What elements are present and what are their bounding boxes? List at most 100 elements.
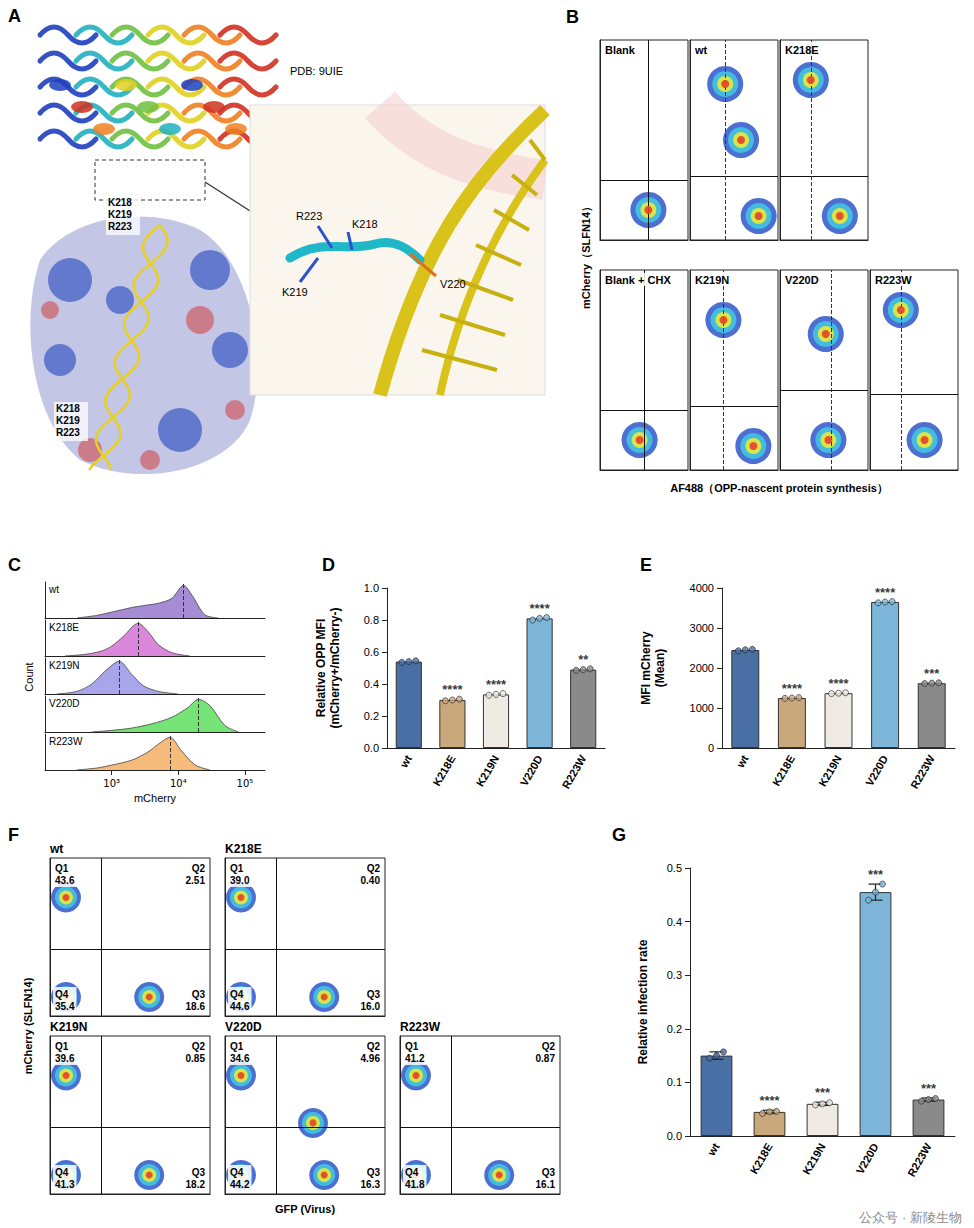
svg-text:34.6: 34.6 [230,1053,250,1064]
svg-text:V220D: V220D [854,1141,881,1176]
svg-text:****: **** [486,677,507,692]
svg-text:0.6: 0.6 [364,646,379,658]
svg-text:K218E: K218E [748,1141,775,1176]
svg-text:Q4: Q4 [230,989,244,1000]
svg-text:R223: R223 [296,210,322,222]
svg-text:41.8: 41.8 [405,1179,425,1190]
svg-text:4000: 4000 [690,582,714,594]
svg-text:wt: wt [734,753,751,771]
svg-text:V220: V220 [440,278,466,290]
svg-text:K218E: K218E [770,753,797,788]
svg-text:0.0: 0.0 [667,1130,682,1142]
svg-text:Q2: Q2 [192,863,206,874]
svg-text:Q2: Q2 [367,863,381,874]
svg-text:F: F [8,825,19,845]
svg-text:2000: 2000 [690,662,714,674]
svg-text:Q3: Q3 [367,989,381,1000]
svg-text:Q2: Q2 [192,1041,206,1052]
svg-text:0.2: 0.2 [667,1023,682,1035]
svg-text:***: *** [921,1081,937,1096]
svg-text:16.0: 16.0 [361,1001,381,1012]
svg-text:**: ** [578,652,589,667]
svg-text:0.1: 0.1 [667,1076,682,1088]
svg-text:****: **** [782,681,803,696]
svg-text:R223W: R223W [905,1140,934,1178]
svg-text:R223: R223 [108,221,132,232]
svg-text:R223W: R223W [560,752,589,790]
svg-text:2.51: 2.51 [186,875,206,886]
svg-text:16.1: 16.1 [536,1179,556,1190]
svg-text:Q3: Q3 [367,1167,381,1178]
svg-text:Q3: Q3 [542,1167,556,1178]
svg-text:K218: K218 [56,403,80,414]
svg-text:Q1: Q1 [230,863,244,874]
svg-text:***: *** [868,867,884,882]
svg-text:Q1: Q1 [405,1041,419,1052]
svg-text:Q4: Q4 [405,1167,419,1178]
svg-text:Q4: Q4 [55,1167,69,1178]
svg-text:****: **** [828,676,849,691]
svg-text:V220D: V220D [49,698,80,709]
svg-text:35.4: 35.4 [55,1001,75,1012]
svg-text:K218E: K218E [225,842,262,856]
svg-text:Q2: Q2 [367,1041,381,1052]
svg-text:K218: K218 [352,218,378,230]
svg-text:AF488（OPP-nascent protein synt: AF488（OPP-nascent protein synthesis） [670,482,888,495]
svg-text:0.40: 0.40 [361,875,381,886]
svg-text:****: **** [759,1093,780,1108]
svg-text:Q4: Q4 [230,1167,244,1178]
svg-text:0.87: 0.87 [536,1053,556,1064]
svg-text:V220D: V220D [225,1020,262,1034]
svg-text:43.6: 43.6 [55,875,75,886]
svg-text:0.3: 0.3 [667,969,682,981]
svg-text:R223W: R223W [400,1020,441,1034]
svg-text:G: G [612,825,626,845]
svg-text:****: **** [875,585,896,600]
svg-text:***: *** [924,666,940,681]
svg-text:MFI mCherry: MFI mCherry [639,631,653,705]
svg-text:E: E [640,555,652,575]
svg-text:****: **** [442,682,463,697]
svg-text:K219N: K219N [49,660,80,671]
svg-text:0.2: 0.2 [364,710,379,722]
svg-text:R223W: R223W [875,274,912,286]
svg-text:K218: K218 [108,197,132,208]
svg-text:16.3: 16.3 [361,1179,381,1190]
svg-text:0.4: 0.4 [364,678,379,690]
svg-text:10⁴: 10⁴ [170,778,187,789]
svg-text:****: **** [529,601,550,616]
svg-text:K218E: K218E [430,753,457,788]
svg-text:41.2: 41.2 [405,1053,425,1064]
svg-text:wt: wt [397,753,414,771]
svg-text:4.96: 4.96 [361,1053,381,1064]
svg-text:V220D: V220D [863,753,890,788]
svg-text:Relative infection rate: Relative infection rate [636,939,650,1064]
svg-text:wt: wt [48,584,59,595]
svg-text:Q4: Q4 [55,989,69,1000]
svg-text:K219N: K219N [695,274,729,286]
svg-text:D: D [322,555,335,575]
svg-text:wt: wt [705,1141,722,1159]
svg-text:10⁵: 10⁵ [237,778,254,789]
svg-text:mCherry (SLFN14): mCherry (SLFN14) [22,977,34,1074]
svg-text:Relative OPP MFI: Relative OPP MFI [314,619,328,717]
svg-text:K219: K219 [282,286,308,298]
svg-text:0.4: 0.4 [667,916,682,928]
svg-text:V220D: V220D [785,274,819,286]
svg-text:PDB: 9UIE: PDB: 9UIE [290,65,343,77]
svg-text:Q2: Q2 [542,1041,556,1052]
svg-text:Q3: Q3 [192,989,206,1000]
svg-text:18.6: 18.6 [186,1001,206,1012]
svg-text:R223W: R223W [908,752,937,790]
svg-text:1.0: 1.0 [364,582,379,594]
svg-text:Q1: Q1 [230,1041,244,1052]
svg-text:K219: K219 [56,415,80,426]
svg-text:Q3: Q3 [192,1167,206,1178]
svg-text:mCherry: mCherry [134,792,177,804]
svg-text:wt: wt [694,44,708,56]
svg-text:R223: R223 [56,427,80,438]
svg-text:10³: 10³ [103,778,120,789]
svg-text:GFP (Virus): GFP (Virus) [275,1203,335,1215]
svg-text:39.6: 39.6 [55,1053,75,1064]
svg-text:B: B [566,7,579,27]
